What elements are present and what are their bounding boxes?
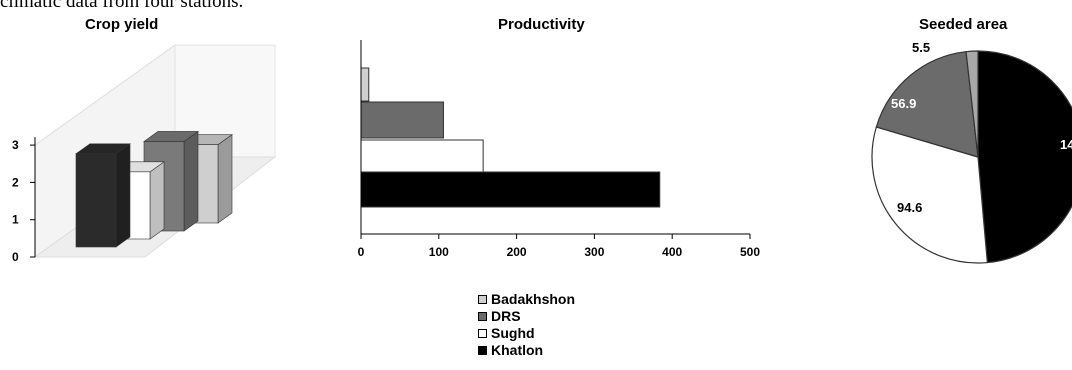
seeded-area-title: Seeded area: [919, 16, 1008, 33]
legend-label: Badakhshon: [491, 291, 576, 307]
bar-drs: [360, 101, 444, 139]
legend-item: Sughd: [478, 325, 575, 342]
slice-label: 94.6: [897, 200, 922, 215]
x-tick-label: 300: [584, 245, 604, 259]
x-tick-label: 100: [429, 245, 449, 259]
crop-yield-chart: 0 1 2 3: [12, 44, 277, 264]
slice-sughd: [871, 126, 989, 264]
bar-side: [183, 130, 199, 232]
legend-swatch: [478, 329, 487, 338]
x-tick-label: 500: [740, 245, 760, 259]
crop-yield-title: Crop yield: [85, 16, 159, 33]
legend-item: Khatlon: [478, 342, 575, 359]
legend-swatch: [478, 295, 487, 304]
x-tick-label: 0: [358, 245, 365, 259]
bar-khatlon: [360, 171, 661, 208]
slice-drs: [875, 51, 979, 158]
bar-badakhshon: [360, 67, 370, 102]
legend-swatch: [478, 312, 487, 321]
legend-label: Sughd: [491, 325, 535, 341]
y-tick-label: 1: [12, 213, 19, 227]
legend-item: DRS: [478, 308, 575, 325]
bar-side: [149, 161, 165, 240]
y-tick-label: 3: [12, 138, 19, 152]
figure-caption: climatic data from four stations.: [0, 0, 244, 12]
legend: Badakhshon DRS Sughd Khatlon: [478, 291, 575, 359]
bar-sughd: [360, 139, 484, 174]
bar-side: [115, 143, 131, 248]
legend-label: DRS: [491, 308, 521, 324]
slice-label: 56.9: [891, 96, 916, 111]
slice-khatlon: [977, 50, 1072, 264]
seeded-area-chart: 148.4 94.6 56.9 5.5: [871, 40, 1072, 264]
x-tick-label: 400: [662, 245, 682, 259]
bar-khatlon: [75, 153, 117, 248]
slice-label: 5.5: [912, 40, 930, 55]
legend-item: Badakhshon: [478, 291, 575, 308]
x-tick-label: 200: [507, 245, 527, 259]
legend-swatch: [478, 346, 487, 355]
y-tick-label: 2: [12, 175, 19, 189]
bar-side: [217, 134, 233, 224]
productivity-title: Productivity: [498, 16, 585, 33]
slice-badakhshon: [965, 50, 979, 158]
slice-label: 148.4: [1060, 137, 1072, 152]
y-tick-label: 0: [12, 250, 19, 264]
legend-label: Khatlon: [491, 342, 544, 358]
productivity-chart: 0 100 200 300 400 500: [358, 40, 760, 259]
